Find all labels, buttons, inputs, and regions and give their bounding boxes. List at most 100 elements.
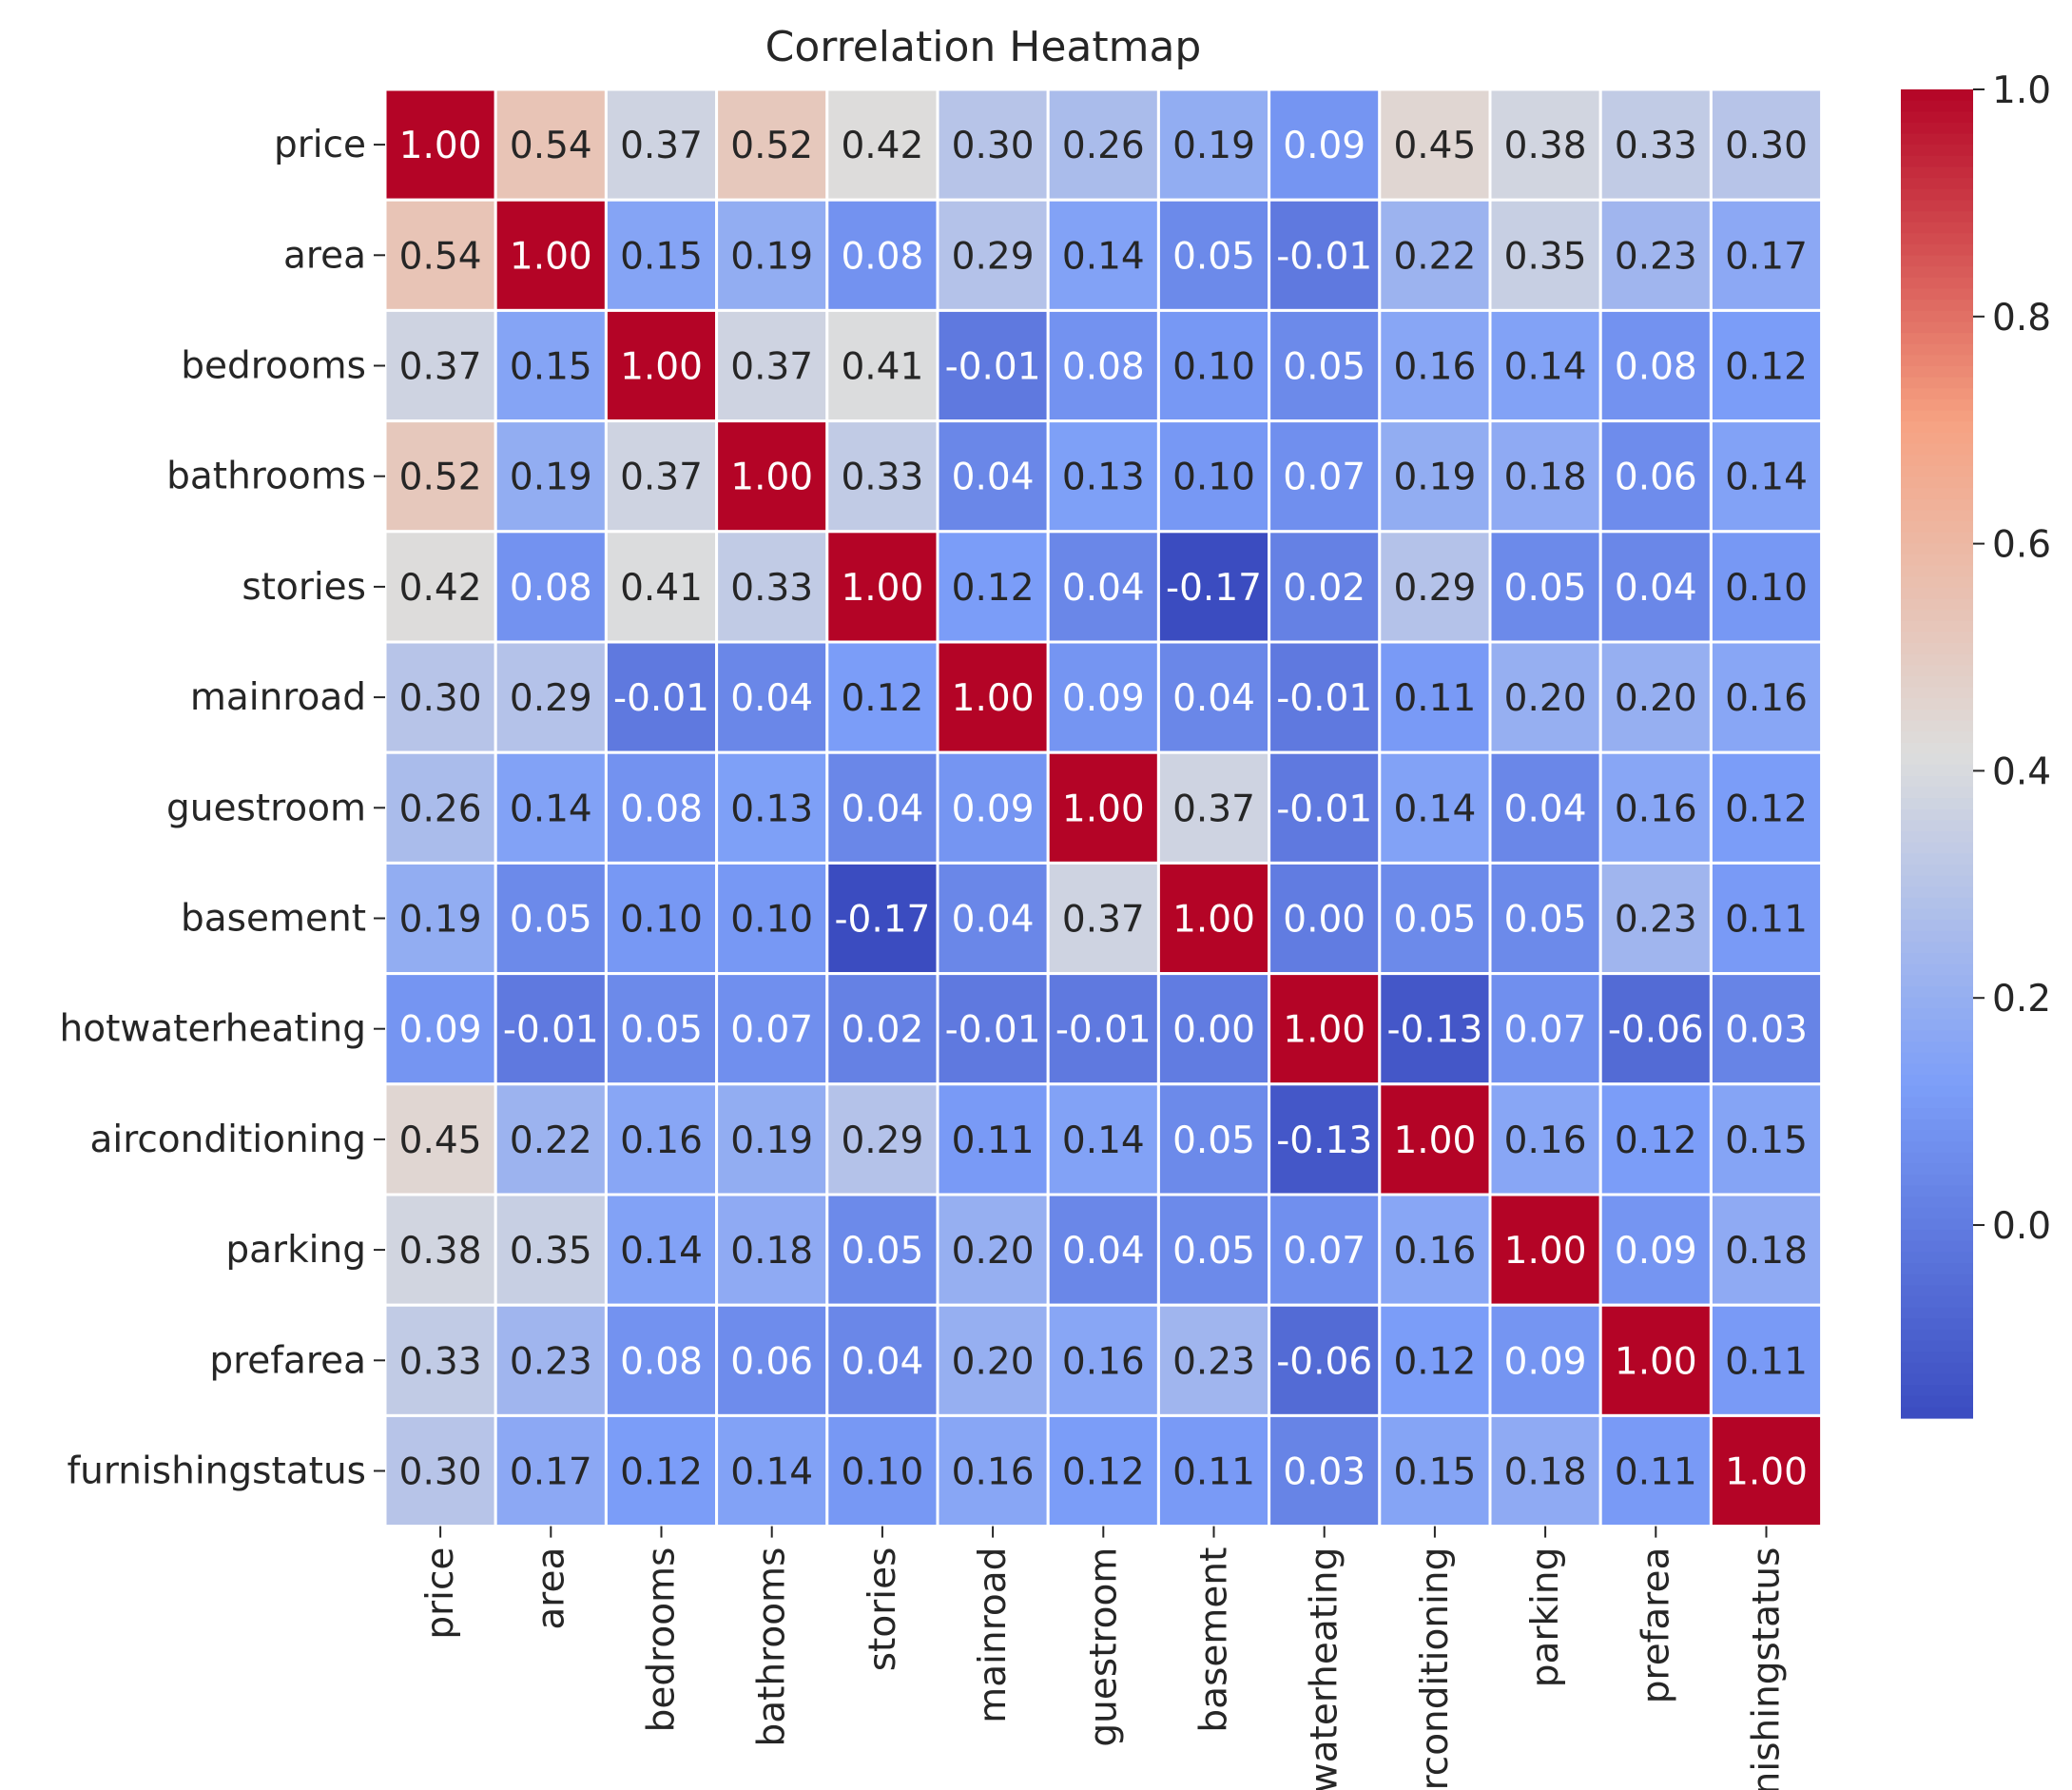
- colorbar-segment: [1901, 598, 1973, 611]
- colorbar-segment: [1901, 665, 1973, 677]
- cell-value-label: 0.23: [1615, 235, 1697, 278]
- heatmap-cell: [1598, 972, 1713, 1086]
- cell-value-label: 0.19: [730, 235, 813, 278]
- cell-value-label: 0.07: [1283, 1230, 1365, 1273]
- colorbar-segment: [1901, 1252, 1973, 1264]
- heatmap-cell: [1488, 308, 1602, 423]
- heatmap-cell: [1156, 198, 1271, 312]
- colorbar-segment: [1901, 155, 1973, 168]
- cell-value-label: 0.16: [1393, 1230, 1476, 1273]
- cell-value-label: 0.17: [510, 1451, 592, 1494]
- colorbar-segment: [1901, 620, 1973, 633]
- cell-value-label: -0.13: [1386, 1009, 1482, 1052]
- colorbar-segment: [1901, 310, 1973, 323]
- cell-value-label: 0.26: [1062, 125, 1145, 167]
- colorbar-segment: [1901, 565, 1973, 577]
- colorbar-segment: [1901, 942, 1973, 954]
- heatmap-cell: [936, 1413, 1050, 1528]
- heatmap-cell: [1488, 419, 1602, 534]
- cell-value-label: 0.12: [841, 677, 923, 720]
- colorbar-segment: [1901, 1285, 1973, 1297]
- heatmap-cell: [1046, 750, 1160, 865]
- cell-value-label: 0.13: [1062, 457, 1145, 499]
- cell-value-label: 0.22: [1393, 235, 1476, 278]
- colorbar-segment: [1901, 377, 1973, 389]
- column-tick-label: bedrooms: [641, 1547, 684, 1733]
- cell-value-label: 0.04: [1062, 567, 1145, 610]
- heatmap-cell: [1709, 198, 1824, 312]
- colorbar-segment: [1901, 1008, 1973, 1021]
- cell-value-label: 0.42: [399, 567, 482, 610]
- cell-value-label: 0.38: [1504, 125, 1587, 167]
- cell-value-label: 1.00: [1615, 1340, 1697, 1383]
- colorbar-segment: [1901, 1230, 1973, 1242]
- cell-value-label: 0.45: [399, 1119, 482, 1162]
- heatmap-cell: [1378, 198, 1492, 312]
- heatmap-cell: [494, 640, 608, 754]
- colorbar-segment: [1901, 543, 1973, 555]
- heatmap-cell: [715, 1082, 829, 1197]
- row-tick-label: guestroom: [166, 787, 366, 829]
- colorbar-segment: [1901, 1362, 1973, 1375]
- heatmap-cell: [936, 198, 1050, 312]
- cell-value-label: 0.07: [1283, 457, 1365, 499]
- cell-value-label: 0.12: [620, 1451, 703, 1494]
- colorbar-segment: [1901, 510, 1973, 522]
- colorbar-segment: [1901, 1041, 1973, 1054]
- colorbar-segment: [1901, 498, 1973, 511]
- cell-value-label: 1.00: [952, 677, 1035, 720]
- heatmap-cell: [1709, 1303, 1824, 1417]
- cell-value-label: 0.05: [1172, 1230, 1255, 1273]
- cell-value-label: 0.38: [399, 1230, 482, 1273]
- colorbar-segment: [1901, 1152, 1973, 1164]
- colorbar-segment: [1901, 1218, 1973, 1231]
- colorbar-segment: [1901, 343, 1973, 356]
- heatmap-cell: [715, 198, 829, 312]
- cell-value-label: 0.23: [510, 1340, 592, 1383]
- cell-value-label: 0.37: [620, 457, 703, 499]
- heatmap-cell: [1598, 88, 1713, 202]
- colorbar-segment: [1901, 288, 1973, 301]
- cell-value-label: 0.04: [952, 457, 1035, 499]
- cell-value-label: 0.16: [1725, 677, 1808, 720]
- cell-value-label: 0.33: [841, 457, 923, 499]
- column-tick-label: hotwaterheating: [1304, 1547, 1346, 1790]
- cell-value-label: 1.00: [620, 346, 703, 389]
- cell-value-label: 0.06: [730, 1340, 813, 1383]
- cell-value-label: 0.22: [510, 1119, 592, 1162]
- row-tick-label: basement: [181, 898, 366, 941]
- row-tick-label: price: [274, 124, 366, 166]
- heatmap-cell: [383, 1082, 497, 1197]
- colorbar-segment: [1901, 820, 1973, 832]
- heatmap-cell: [1156, 861, 1271, 976]
- heatmap-cell: [1488, 640, 1602, 754]
- heatmap-cell: [936, 88, 1050, 202]
- heatmap-cell: [1156, 1303, 1271, 1417]
- cell-value-label: 0.05: [1283, 346, 1365, 389]
- cell-value-label: -0.01: [503, 1009, 599, 1052]
- colorbar-segment: [1901, 830, 1973, 844]
- colorbar-segment: [1901, 388, 1973, 400]
- cell-value-label: 0.23: [1172, 1340, 1255, 1383]
- heatmap-cell: [1046, 1303, 1160, 1417]
- colorbar-segment: [1901, 188, 1973, 202]
- cell-value-label: 1.00: [1172, 899, 1255, 942]
- heatmap-cell: [1709, 530, 1824, 644]
- heatmap-cell: [1488, 1082, 1602, 1197]
- column-tick-label: parking: [1524, 1547, 1567, 1688]
- colorbar-segment: [1901, 897, 1973, 910]
- cell-value-label: 0.15: [1393, 1451, 1476, 1494]
- colorbar-segment: [1901, 632, 1973, 644]
- column-tick-label: mainroad: [972, 1547, 1015, 1723]
- colorbar-segment: [1901, 1085, 1973, 1098]
- heatmap-cell: [1378, 419, 1492, 534]
- heatmap-cell: [1268, 198, 1382, 312]
- cell-value-label: 0.03: [1725, 1009, 1808, 1052]
- cell-value-label: 0.10: [730, 899, 813, 942]
- colorbar-segment: [1901, 787, 1973, 799]
- colorbar-segment: [1901, 753, 1973, 766]
- heatmap-cell: [494, 1193, 608, 1307]
- cell-value-label: 1.00: [1062, 788, 1145, 830]
- heatmap-cell: [1268, 1193, 1382, 1307]
